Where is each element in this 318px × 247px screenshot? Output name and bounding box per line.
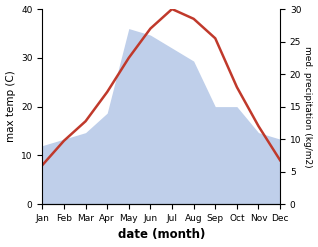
Y-axis label: med. precipitation (kg/m2): med. precipitation (kg/m2) [303, 46, 313, 167]
X-axis label: date (month): date (month) [118, 228, 205, 242]
Y-axis label: max temp (C): max temp (C) [5, 71, 16, 143]
